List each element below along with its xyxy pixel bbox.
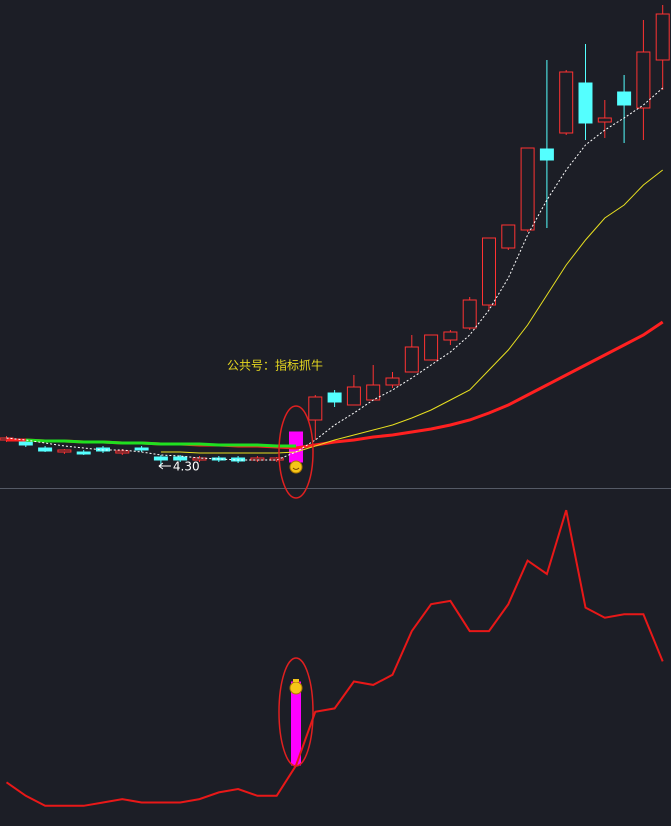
highlight-ellipse [278, 657, 314, 767]
candle-body [520, 147, 535, 231]
candle-body [462, 299, 477, 329]
candle-body [482, 237, 496, 306]
candle-body [443, 331, 458, 341]
candle-body [655, 13, 670, 61]
candle-body [134, 447, 149, 451]
annotation: 公共号：指标抓牛 [227, 358, 323, 373]
candle-body [76, 451, 91, 455]
candle-body [327, 392, 342, 403]
candle-body [385, 377, 400, 386]
moving-average-line [25, 438, 296, 448]
candle-body [153, 456, 168, 461]
candle-body [57, 449, 72, 453]
candle-body [308, 396, 323, 421]
money-icon [289, 681, 303, 695]
candle-body [173, 456, 188, 461]
smiley-icon [289, 460, 303, 474]
candle-body [539, 148, 554, 161]
indicator-line [5, 509, 664, 807]
candle-body [424, 334, 439, 361]
candle-body [346, 386, 361, 406]
moving-average-line [160, 169, 664, 454]
candle-body [501, 224, 516, 249]
candle-body [192, 457, 207, 461]
signal-bar [291, 681, 301, 766]
candle-body [269, 457, 284, 461]
candle-body [617, 91, 632, 106]
candle-body [578, 82, 593, 124]
candle-body [597, 117, 612, 123]
candle-body [636, 51, 651, 109]
min-label: 4.30 [173, 460, 200, 474]
candle-body [115, 450, 130, 454]
money-icon-top [293, 679, 299, 682]
min-arrow-head [158, 462, 164, 470]
candle-body [38, 447, 53, 452]
candle-body [18, 441, 33, 446]
candle-body [404, 346, 419, 373]
smiley-mouth [292, 467, 300, 470]
highlight-ellipse [278, 405, 314, 499]
candle-body [559, 71, 574, 134]
candle-body [366, 384, 381, 401]
